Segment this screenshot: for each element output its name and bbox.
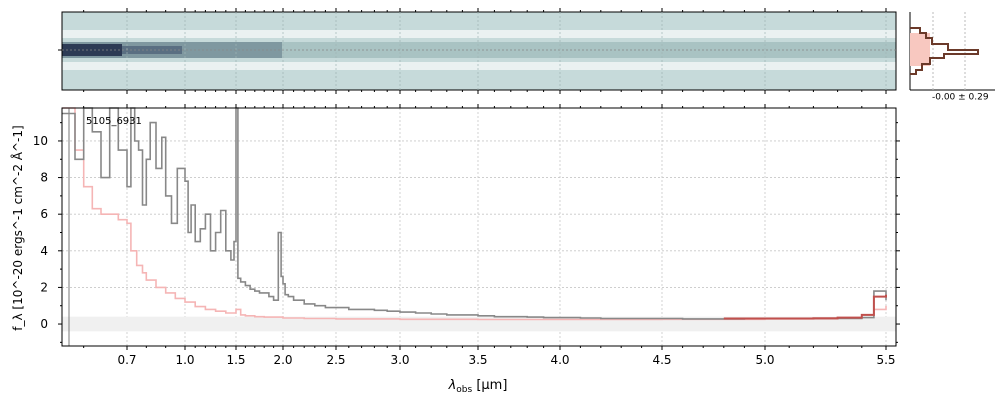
plot-area (62, 108, 896, 346)
x-axis-label-subscript: obs (456, 385, 472, 395)
x-axis-label-symbol: λ (448, 378, 457, 393)
2d-spectrum-frame (61, 11, 897, 91)
series-model-line (723, 294, 887, 320)
object-id-annotation: 5105_6931 (86, 116, 142, 127)
y-tick-label: 0 (40, 317, 48, 331)
series-uncertainty-line (62, 107, 887, 321)
x-axis-label-unit: [μm] (472, 378, 507, 393)
y-tick-label: 4 (40, 244, 48, 258)
series-spectrum-line (62, 107, 887, 320)
2d-spectrum-panel (58, 8, 897, 94)
x-tick-label: 2.0 (273, 353, 292, 367)
x-tick-label: 0.7 (117, 353, 136, 367)
2d-spectrum-xticks (83, 8, 887, 94)
x-tick-label: 1.5 (226, 353, 245, 367)
inset-gaussian-fill (910, 33, 930, 66)
1d-spectrum-panel: 0.7 1.0 1.5 2.0 2.5 3.0 3.5 4.0 4.5 5.0 5.5 0 2 4 6 8 1… (33, 104, 900, 367)
x-axis: 0.7 1.0 1.5 2.0 2.5 3.0 3.5 4.0 4.5 5.0 5.5 (83, 104, 896, 367)
2d-spectrum-band-lower (62, 62, 896, 70)
x-tick-label: 4.5 (652, 353, 671, 367)
inset-label: -0.00 ± 0.29 (932, 93, 989, 103)
x-tick-label: 2.5 (326, 353, 345, 367)
series-layer (62, 107, 887, 321)
inset-histogram: -0.00 ± 0.29 (909, 12, 995, 103)
y-tick-label: 10 (33, 134, 48, 148)
x-tick-label: 5.0 (755, 353, 774, 367)
y-tick-label: 6 (40, 207, 48, 221)
inset-histogram-line (910, 27, 979, 75)
y-axis: 0 2 4 6 8 10 (33, 122, 900, 343)
x-tick-label: 4.0 (550, 353, 569, 367)
x-tick-label: 3.5 (468, 353, 487, 367)
y-axis-label: f_λ [10^-20 ergs^-1 cm^-2 Å^-1] (10, 125, 25, 330)
plot-frame (61, 107, 897, 347)
2d-spectrum-band-upper (62, 30, 896, 38)
x-axis-label: λobs [μm] (448, 378, 508, 395)
x-tick-label: 5.5 (876, 353, 895, 367)
x-tick-label: 1.0 (175, 353, 194, 367)
y-tick-label: 8 (40, 171, 48, 185)
zero-level-band (62, 316, 896, 332)
y-tick-label: 2 (40, 280, 48, 294)
x-tick-label: 3.0 (390, 353, 409, 367)
